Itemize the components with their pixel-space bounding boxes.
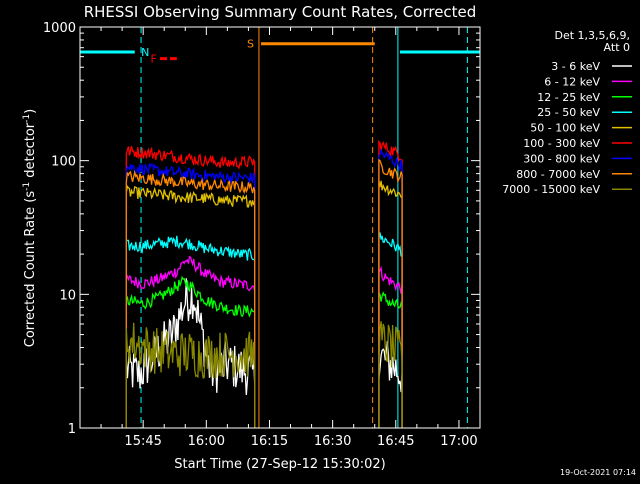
series-line	[378, 158, 403, 428]
series-line	[378, 139, 403, 428]
legend-label: 300 - 800 keV	[523, 152, 600, 165]
legend-label: 50 - 100 keV	[530, 122, 600, 135]
legend-label: 100 - 300 keV	[523, 137, 600, 150]
y-tick-label: 1000	[43, 21, 76, 36]
x-tick-label: 15:45	[124, 434, 161, 449]
series-line	[125, 185, 256, 428]
x-tick-label: 16:45	[377, 434, 414, 449]
legend-header-line2: Att 0	[604, 41, 630, 54]
y-tick-label: 100	[51, 155, 76, 170]
series-line	[378, 291, 403, 428]
legend-label: 800 - 7000 keV	[516, 168, 600, 181]
x-tick-label: 17:00	[440, 434, 477, 449]
series-line	[125, 146, 256, 428]
series-line	[125, 275, 256, 428]
plot-frame	[79, 26, 481, 429]
series-line	[378, 180, 403, 428]
chart-title: RHESSI Observing Summary Count Rates, Co…	[84, 3, 477, 21]
x-tick-label: 16:15	[251, 434, 288, 449]
legend-header-line1: Det 1,3,5,6,9,	[554, 29, 630, 42]
legend-label: 12 - 25 keV	[537, 91, 600, 104]
legend-label: 6 - 12 keV	[544, 75, 600, 88]
series-line	[378, 232, 403, 428]
legend: Det 1,3,5,6,9, Att 0 3 - 6 keV 6 - 12 keV…	[502, 29, 632, 196]
legend-label: 25 - 50 keV	[537, 106, 600, 119]
series-line	[125, 163, 256, 428]
x-axis-label: Start Time (27-Sep-12 15:30:02)	[174, 457, 385, 472]
series-line	[378, 321, 403, 428]
y-tick-label: 1	[68, 422, 76, 437]
flag-label: N	[141, 46, 149, 59]
flag-label: S	[247, 38, 254, 51]
series-line	[125, 255, 256, 428]
series-line	[125, 235, 256, 428]
series-line	[125, 169, 256, 428]
axis-layer: 15:45 16:00 16:15 16:30 16:45 17:00 1 10 100 1000	[43, 21, 480, 449]
legend-label: 7000 - 15000 keV	[502, 183, 600, 196]
flag-label: F	[151, 53, 157, 66]
series-line	[378, 265, 403, 428]
footer-timestamp: 19-Oct-2021 07:14	[560, 468, 636, 477]
legend-label: 3 - 6 keV	[551, 60, 600, 73]
x-tick-label: 16:30	[314, 434, 351, 449]
x-tick-label: 16:00	[188, 434, 225, 449]
series-line	[378, 147, 403, 428]
series-line	[378, 341, 403, 428]
y-tick-label: 10	[59, 288, 76, 303]
y-axis-label: Corrected Count Rate (s-1 detector-1)	[22, 109, 38, 347]
series-line	[125, 322, 256, 428]
flag-layer: NF S	[80, 38, 480, 66]
series-layer	[125, 139, 403, 428]
